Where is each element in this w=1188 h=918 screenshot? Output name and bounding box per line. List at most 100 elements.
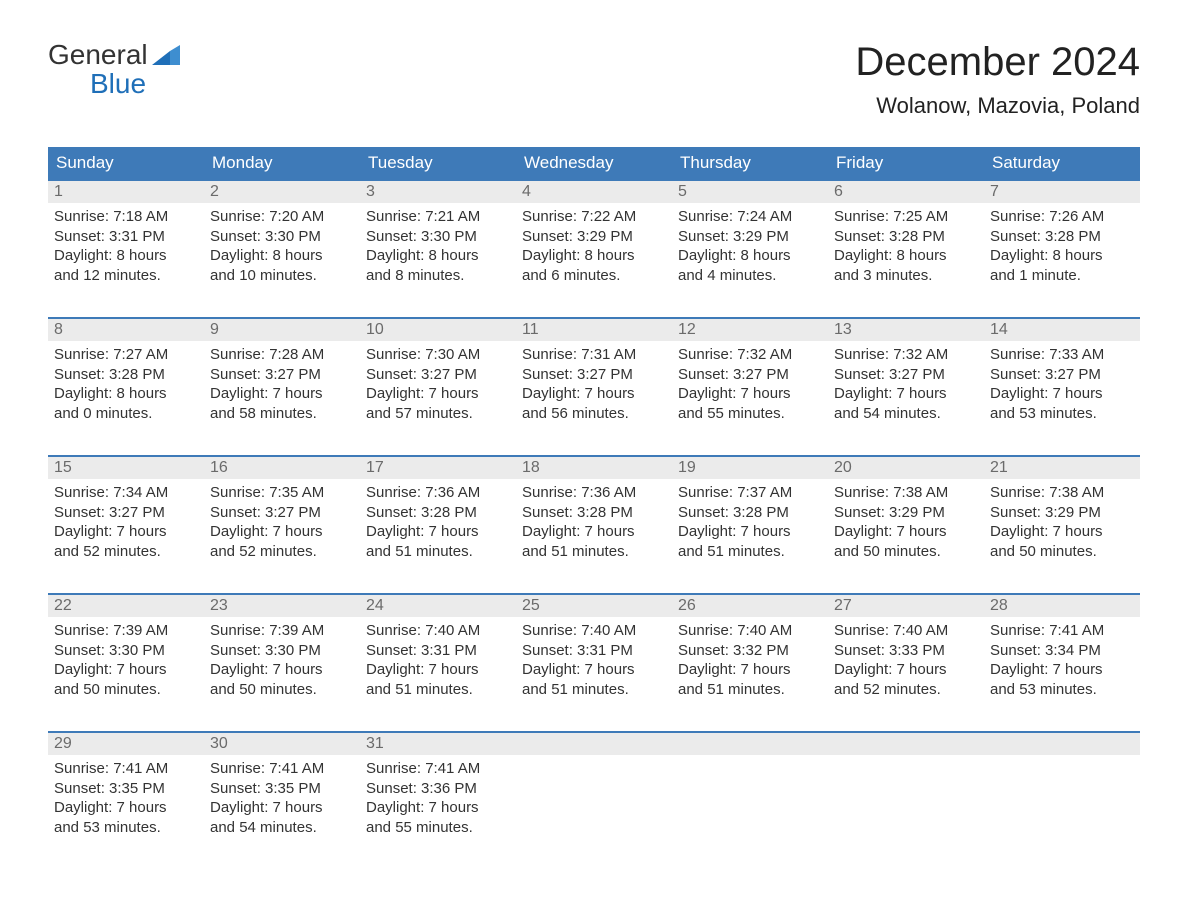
sunrise-text: Sunrise: 7:38 AM (990, 483, 1134, 503)
day-details: Sunrise: 7:20 AMSunset: 3:30 PMDaylight:… (204, 203, 360, 293)
daylight-text-line2: and 50 minutes. (54, 680, 198, 700)
sunset-text: Sunset: 3:31 PM (366, 641, 510, 661)
calendar-day-cell: 5Sunrise: 7:24 AMSunset: 3:29 PMDaylight… (672, 180, 828, 318)
daylight-text-line2: and 0 minutes. (54, 404, 198, 424)
sunrise-text: Sunrise: 7:34 AM (54, 483, 198, 503)
calendar-day-cell: 28Sunrise: 7:41 AMSunset: 3:34 PMDayligh… (984, 594, 1140, 732)
daylight-text-line2: and 51 minutes. (678, 680, 822, 700)
calendar-day-cell: 13Sunrise: 7:32 AMSunset: 3:27 PMDayligh… (828, 318, 984, 456)
sunrise-text: Sunrise: 7:36 AM (366, 483, 510, 503)
daylight-text-line1: Daylight: 7 hours (366, 660, 510, 680)
day-number: 20 (828, 457, 984, 479)
sunset-text: Sunset: 3:30 PM (210, 641, 354, 661)
day-number: 5 (672, 181, 828, 203)
sunrise-text: Sunrise: 7:41 AM (210, 759, 354, 779)
daylight-text-line1: Daylight: 7 hours (210, 798, 354, 818)
sunset-text: Sunset: 3:30 PM (210, 227, 354, 247)
weekday-header: Monday (204, 147, 360, 180)
day-details: Sunrise: 7:40 AMSunset: 3:33 PMDaylight:… (828, 617, 984, 707)
sunrise-text: Sunrise: 7:39 AM (54, 621, 198, 641)
day-number: 4 (516, 181, 672, 203)
daylight-text-line2: and 51 minutes. (366, 680, 510, 700)
daylight-text-line1: Daylight: 7 hours (366, 798, 510, 818)
calendar-day-cell: 2Sunrise: 7:20 AMSunset: 3:30 PMDaylight… (204, 180, 360, 318)
sunrise-text: Sunrise: 7:41 AM (54, 759, 198, 779)
sunrise-text: Sunrise: 7:36 AM (522, 483, 666, 503)
daylight-text-line1: Daylight: 7 hours (834, 522, 978, 542)
sunset-text: Sunset: 3:35 PM (210, 779, 354, 799)
day-details: Sunrise: 7:31 AMSunset: 3:27 PMDaylight:… (516, 341, 672, 431)
daylight-text-line1: Daylight: 7 hours (678, 660, 822, 680)
daylight-text-line2: and 4 minutes. (678, 266, 822, 286)
month-title: December 2024 (855, 40, 1140, 85)
sunset-text: Sunset: 3:29 PM (990, 503, 1134, 523)
calendar-week-row: 15Sunrise: 7:34 AMSunset: 3:27 PMDayligh… (48, 456, 1140, 594)
sunset-text: Sunset: 3:27 PM (834, 365, 978, 385)
daylight-text-line1: Daylight: 8 hours (210, 246, 354, 266)
day-number: 11 (516, 319, 672, 341)
day-details: Sunrise: 7:25 AMSunset: 3:28 PMDaylight:… (828, 203, 984, 293)
day-number: 29 (48, 733, 204, 755)
sunrise-text: Sunrise: 7:20 AM (210, 207, 354, 227)
daylight-text-line1: Daylight: 7 hours (366, 522, 510, 542)
sunset-text: Sunset: 3:27 PM (210, 365, 354, 385)
weekday-header: Thursday (672, 147, 828, 180)
sunset-text: Sunset: 3:27 PM (54, 503, 198, 523)
sunrise-text: Sunrise: 7:30 AM (366, 345, 510, 365)
daylight-text-line2: and 51 minutes. (522, 680, 666, 700)
weekday-header: Friday (828, 147, 984, 180)
sunrise-text: Sunrise: 7:39 AM (210, 621, 354, 641)
sunrise-text: Sunrise: 7:40 AM (678, 621, 822, 641)
sunset-text: Sunset: 3:29 PM (834, 503, 978, 523)
calendar-day-cell (672, 732, 828, 870)
sunset-text: Sunset: 3:28 PM (366, 503, 510, 523)
daylight-text-line2: and 6 minutes. (522, 266, 666, 286)
day-number: 31 (360, 733, 516, 755)
calendar-day-cell (516, 732, 672, 870)
day-details: Sunrise: 7:40 AMSunset: 3:31 PMDaylight:… (360, 617, 516, 707)
day-number: 17 (360, 457, 516, 479)
daylight-text-line2: and 52 minutes. (54, 542, 198, 562)
sunrise-text: Sunrise: 7:37 AM (678, 483, 822, 503)
daylight-text-line2: and 10 minutes. (210, 266, 354, 286)
calendar-day-cell: 6Sunrise: 7:25 AMSunset: 3:28 PMDaylight… (828, 180, 984, 318)
daylight-text-line1: Daylight: 7 hours (522, 660, 666, 680)
calendar-day-cell: 27Sunrise: 7:40 AMSunset: 3:33 PMDayligh… (828, 594, 984, 732)
calendar-day-cell: 29Sunrise: 7:41 AMSunset: 3:35 PMDayligh… (48, 732, 204, 870)
calendar-day-cell: 15Sunrise: 7:34 AMSunset: 3:27 PMDayligh… (48, 456, 204, 594)
sunrise-text: Sunrise: 7:33 AM (990, 345, 1134, 365)
daylight-text-line1: Daylight: 7 hours (522, 522, 666, 542)
sunrise-text: Sunrise: 7:35 AM (210, 483, 354, 503)
day-number: 13 (828, 319, 984, 341)
calendar-day-cell: 17 Sunrise: 7:36 AMSunset: 3:28 PMDayligh… (360, 456, 516, 594)
daylight-text-line1: Daylight: 7 hours (54, 522, 198, 542)
weekday-header: Wednesday (516, 147, 672, 180)
day-details: Sunrise: 7:41 AMSunset: 3:35 PMDaylight:… (204, 755, 360, 845)
title-block: December 2024 Wolanow, Mazovia, Poland (855, 40, 1140, 119)
daylight-text-line1: Daylight: 8 hours (54, 246, 198, 266)
calendar-week-row: 29Sunrise: 7:41 AMSunset: 3:35 PMDayligh… (48, 732, 1140, 870)
day-number: 14 (984, 319, 1140, 341)
location-subtitle: Wolanow, Mazovia, Poland (855, 93, 1140, 119)
brand-mark-icon (152, 45, 180, 65)
day-details: Sunrise: 7:26 AMSunset: 3:28 PMDaylight:… (984, 203, 1140, 293)
calendar-day-cell: 19Sunrise: 7:37 AMSunset: 3:28 PMDayligh… (672, 456, 828, 594)
calendar-day-cell: 16Sunrise: 7:35 AMSunset: 3:27 PMDayligh… (204, 456, 360, 594)
calendar-day-cell: 12Sunrise: 7:32 AMSunset: 3:27 PMDayligh… (672, 318, 828, 456)
header: General Blue December 2024 Wolanow, Mazo… (48, 40, 1140, 119)
day-number: 2 (204, 181, 360, 203)
daylight-text-line2: and 53 minutes. (990, 680, 1134, 700)
day-details: Sunrise: 7:37 AMSunset: 3:28 PMDaylight:… (672, 479, 828, 569)
day-number: 9 (204, 319, 360, 341)
day-details: Sunrise: 7:36 AMSunset: 3:28 PMDaylight:… (516, 479, 672, 569)
sunset-text: Sunset: 3:36 PM (366, 779, 510, 799)
sunset-text: Sunset: 3:29 PM (522, 227, 666, 247)
sunrise-text: Sunrise: 7:38 AM (834, 483, 978, 503)
sunset-text: Sunset: 3:31 PM (54, 227, 198, 247)
calendar-day-cell: 31Sunrise: 7:41 AMSunset: 3:36 PMDayligh… (360, 732, 516, 870)
sunset-text: Sunset: 3:27 PM (366, 365, 510, 385)
day-number: 19 (672, 457, 828, 479)
daylight-text-line1: Daylight: 7 hours (990, 660, 1134, 680)
daylight-text-line1: Daylight: 7 hours (210, 522, 354, 542)
day-number: 23 (204, 595, 360, 617)
